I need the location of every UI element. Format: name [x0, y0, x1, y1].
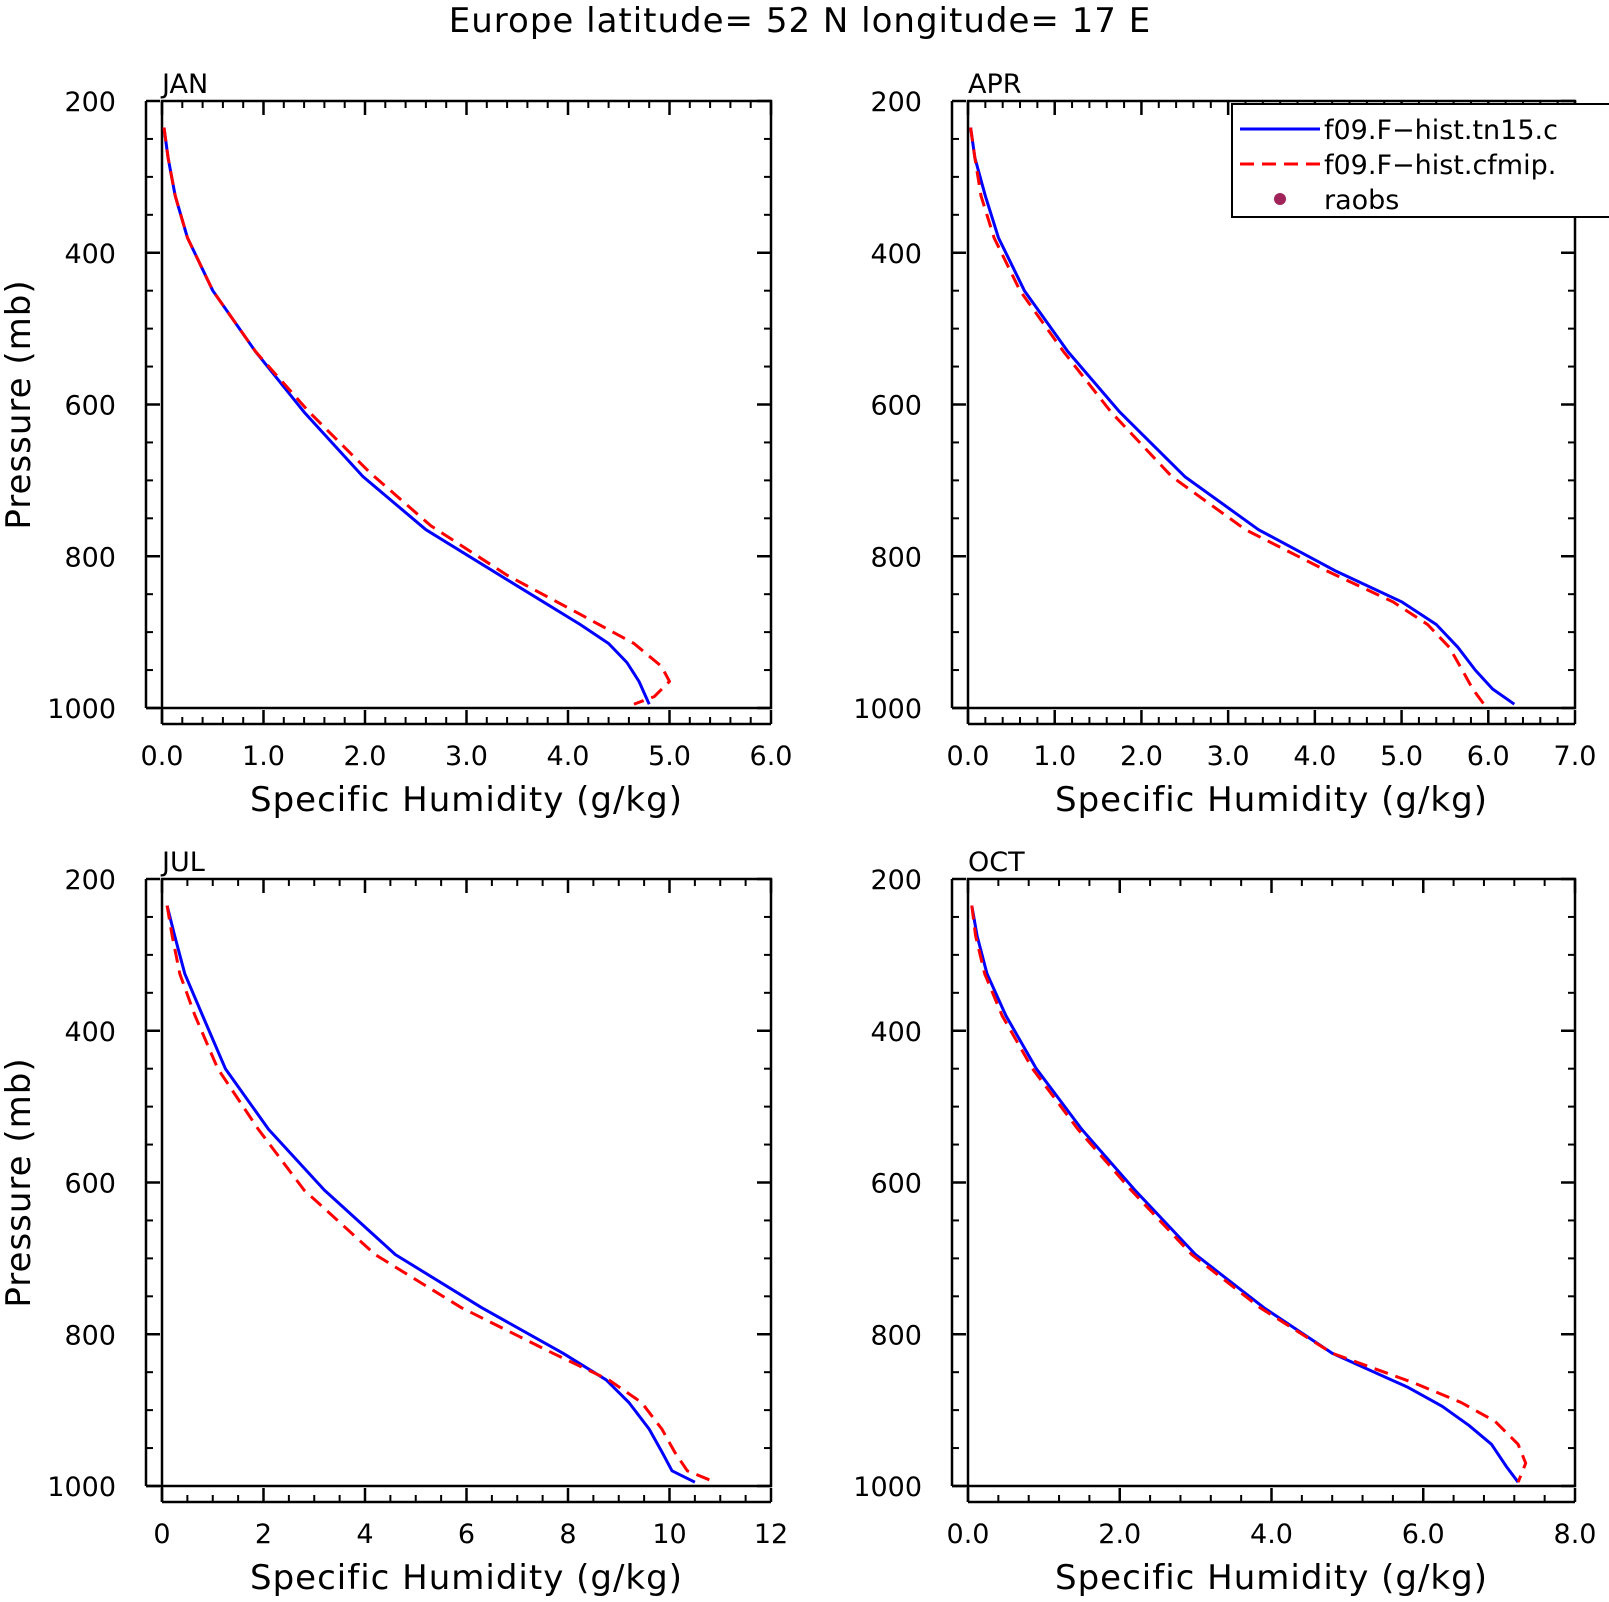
panel-label: APR: [968, 69, 1022, 100]
x-axis-title: Specific Humidity (g/kg): [1055, 1558, 1488, 1598]
y-tick-label: 400: [870, 1017, 922, 1048]
x-tick-label: 1.0: [1033, 741, 1076, 772]
series-line-1: [165, 905, 696, 1484]
y-tick-label: 800: [64, 542, 116, 573]
legend-label: f09.F−hist.cfmip.: [1324, 150, 1556, 181]
x-tick-label: 8: [559, 1519, 576, 1550]
y-tick-label: 200: [64, 87, 116, 118]
x-tick-label: 7.0: [1554, 741, 1597, 772]
y-tick-label: 200: [870, 87, 922, 118]
legend: f09.F−hist.tn15.c f09.F−hist.cfmip. raobs: [1231, 103, 1609, 218]
panel-label: OCT: [968, 847, 1025, 878]
series-line-2: [970, 905, 1528, 1483]
x-tick-label: 2.0: [1120, 741, 1163, 772]
y-tick-label: 600: [870, 391, 922, 422]
y-tick-label: 1000: [47, 1472, 116, 1503]
x-tick-label: 6.0: [750, 741, 793, 772]
panel-jan: 0.0 1.0 2.0 3.0 4.0 5.0 6.0 200 400 600 800 1000 JAN…: [0, 69, 792, 820]
x-axis-title: Specific Humidity (g/kg): [250, 780, 683, 820]
y-tick-label: 600: [64, 1169, 116, 1200]
series-line-2: [162, 127, 671, 706]
series-line-2: [969, 127, 1486, 706]
x-tick-label: 4.0: [547, 741, 590, 772]
x-tick-label: 6.0: [1402, 1519, 1445, 1550]
x-axis-title: Specific Humidity (g/kg): [250, 1558, 683, 1598]
legend-marker: [1274, 193, 1286, 205]
x-tick-label: 6: [458, 1519, 475, 1550]
panels-group: 0.0 1.0 2.0 3.0 4.0 5.0 6.0 200 400 600 800 1000 JAN…: [0, 69, 1596, 1598]
series-line-2: [165, 905, 716, 1484]
y-tick-label: 400: [64, 239, 116, 270]
plot-frame: [160, 99, 773, 710]
x-tick-label: 5.0: [1380, 741, 1423, 772]
x-tick-label: 4: [356, 1519, 373, 1550]
x-tick-label: 0.0: [947, 1519, 990, 1550]
legend-box: [1231, 103, 1609, 218]
y-tick-label: 200: [870, 865, 922, 896]
panel-label: JUL: [160, 847, 205, 878]
x-tick-label: 2.0: [344, 741, 387, 772]
x-tick-label: 6.0: [1467, 741, 1510, 772]
legend-label: raobs: [1324, 185, 1399, 216]
x-tick-label: 10: [652, 1519, 686, 1550]
x-tick-label: 3.0: [445, 741, 488, 772]
panel-label: JAN: [160, 69, 208, 100]
x-tick-label: 0.0: [947, 741, 990, 772]
x-tick-label: 3.0: [1207, 741, 1250, 772]
y-tick-label: 200: [64, 865, 116, 896]
y-tick-label: 600: [64, 391, 116, 422]
x-tick-label: 2: [255, 1519, 272, 1550]
x-tick-label: 0: [153, 1519, 170, 1550]
legend-label: f09.F−hist.tn15.c: [1324, 115, 1558, 146]
panel-oct: 0.0 2.0 4.0 6.0 8.0 200 400 600 800 1000 OCT Specif…: [853, 847, 1596, 1598]
x-axis-title: Specific Humidity (g/kg): [1055, 780, 1488, 820]
y-tick-label: 800: [64, 1320, 116, 1351]
y-tick-label: 400: [870, 239, 922, 270]
y-tick-label: 400: [64, 1017, 116, 1048]
plot-frame: [966, 877, 1577, 1488]
x-tick-label: 12: [754, 1519, 788, 1550]
y-tick-label: 1000: [853, 694, 922, 725]
x-tick-label: 4.0: [1250, 1519, 1293, 1550]
y-axis-title: Pressure (mb): [0, 279, 39, 529]
x-tick-label: 4.0: [1293, 741, 1336, 772]
series-line-1: [970, 905, 1520, 1484]
y-tick-label: 600: [870, 1169, 922, 1200]
y-tick-label: 1000: [47, 694, 116, 725]
y-axis-title: Pressure (mb): [0, 1057, 39, 1307]
series-line-1: [969, 127, 1516, 706]
x-tick-label: 5.0: [648, 741, 691, 772]
y-tick-label: 800: [870, 1320, 922, 1351]
y-tick-label: 1000: [853, 1472, 922, 1503]
x-tick-label: 1.0: [242, 741, 285, 772]
x-tick-label: 8.0: [1554, 1519, 1597, 1550]
x-tick-label: 2.0: [1098, 1519, 1141, 1550]
x-tick-label: 0.0: [141, 741, 184, 772]
panel-jul: 0 2 4 6 8 10 12 200 400 600 800 1000 JUL Specific Hum…: [0, 847, 788, 1598]
series-line-1: [162, 127, 651, 705]
y-tick-label: 800: [870, 542, 922, 573]
figure-title: Europe latitude= 52 N longitude= 17 E: [449, 1, 1151, 41]
panel-apr: 0.0 1.0 2.0 3.0 4.0 5.0 6.0 7.0 200 400 600 800 1000…: [853, 69, 1596, 820]
plot-frame: [160, 877, 773, 1488]
